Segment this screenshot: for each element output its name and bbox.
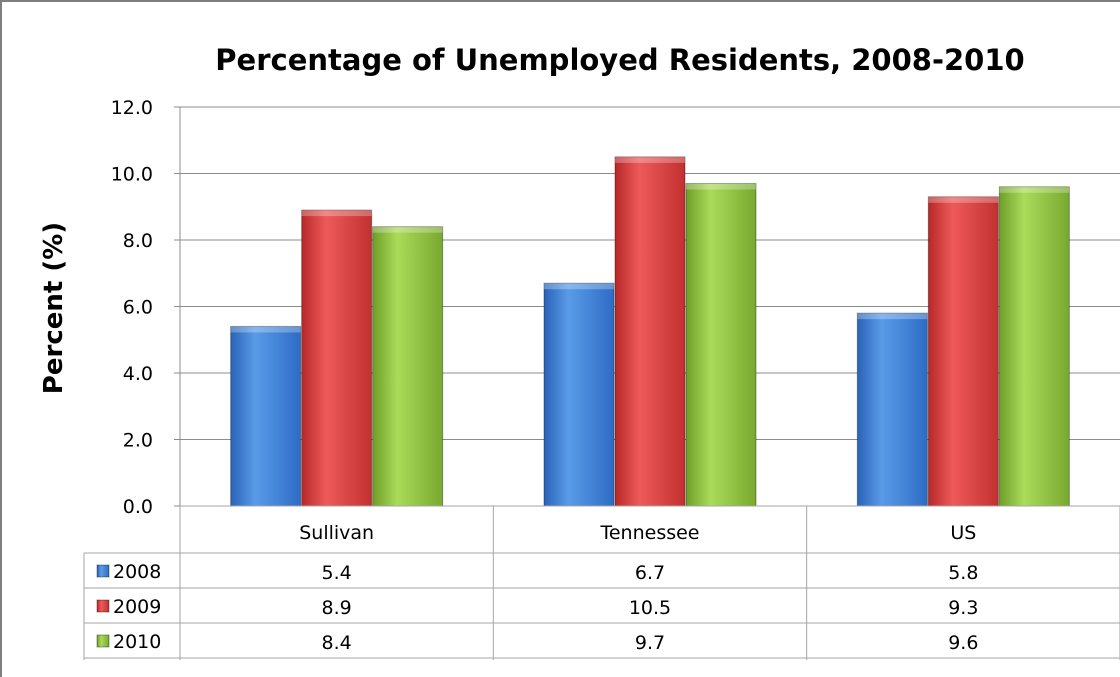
data-label: 5.8 (948, 562, 978, 584)
legend-label-2008: 2008 (113, 561, 161, 583)
bar-2009-us (927, 196, 999, 507)
bar-bevel (857, 313, 928, 320)
bar-2009-tennessee (614, 156, 686, 507)
y-tick-label: 4.0 (123, 363, 153, 385)
bar-2010-sullivan (372, 226, 444, 507)
data-label: 9.3 (948, 597, 978, 619)
bar-2009-sullivan (301, 209, 373, 507)
bar-bevel (544, 283, 614, 290)
y-tick-label: 10.0 (111, 164, 153, 186)
data-label: 9.7 (635, 632, 665, 654)
bar-bevel (615, 156, 685, 163)
legend-key-2009 (96, 599, 110, 613)
data-label: 6.7 (635, 562, 665, 584)
bar-bevel (999, 186, 1070, 193)
legend-label-2009: 2009 (113, 596, 161, 618)
data-label: 5.4 (322, 562, 352, 584)
bar-body (230, 325, 302, 507)
bar-body (301, 209, 373, 507)
bar-2008-sullivan (230, 325, 302, 507)
bar-bevel (372, 226, 443, 233)
category-label: Tennessee (599, 522, 699, 544)
data-label: 8.9 (322, 597, 352, 619)
bar-body (685, 182, 757, 507)
data-table: Sullivan Tennessee US 2008 5.4 6.7 5.8 2009 8.9 1… (83, 505, 1120, 660)
bar-bevel (230, 326, 301, 333)
bar-body (372, 226, 444, 507)
bar-bevel (686, 183, 756, 190)
data-label: 10.5 (629, 597, 671, 619)
y-tick-label: 0.0 (123, 496, 153, 518)
legend-key-2010 (96, 634, 110, 648)
bar-2008-us (856, 312, 928, 507)
y-tick-label: 12.0 (111, 97, 153, 119)
bar-bevel (301, 210, 372, 217)
y-tick-label: 2.0 (123, 430, 153, 452)
bar-body (998, 186, 1070, 507)
bar-2010-us (998, 186, 1070, 507)
y-axis-ticks: 0.0 2.0 4.0 6.0 8.0 10.0 12.0 (111, 97, 153, 518)
data-label: 9.6 (948, 632, 978, 654)
bar-body (614, 156, 686, 507)
category-label: US (950, 522, 976, 544)
category-label: Sullivan (299, 522, 374, 544)
legend-label-2010: 2010 (113, 631, 161, 653)
bar-body (543, 282, 615, 507)
y-tick-label: 6.0 (123, 297, 153, 319)
bar-2010-tennessee (685, 182, 757, 507)
legend-key-2008 (96, 564, 110, 578)
y-axis-label: Percent (%) (39, 222, 69, 394)
bar-body (927, 196, 999, 507)
y-tick-label: 8.0 (123, 230, 153, 252)
bar-body (856, 312, 928, 507)
bar-bevel (928, 196, 999, 203)
bar-2008-tennessee (543, 282, 615, 507)
bars (230, 156, 1070, 507)
data-label: 8.4 (322, 632, 352, 654)
chart-title: Percentage of Unemployed Residents, 2008… (215, 43, 1024, 77)
